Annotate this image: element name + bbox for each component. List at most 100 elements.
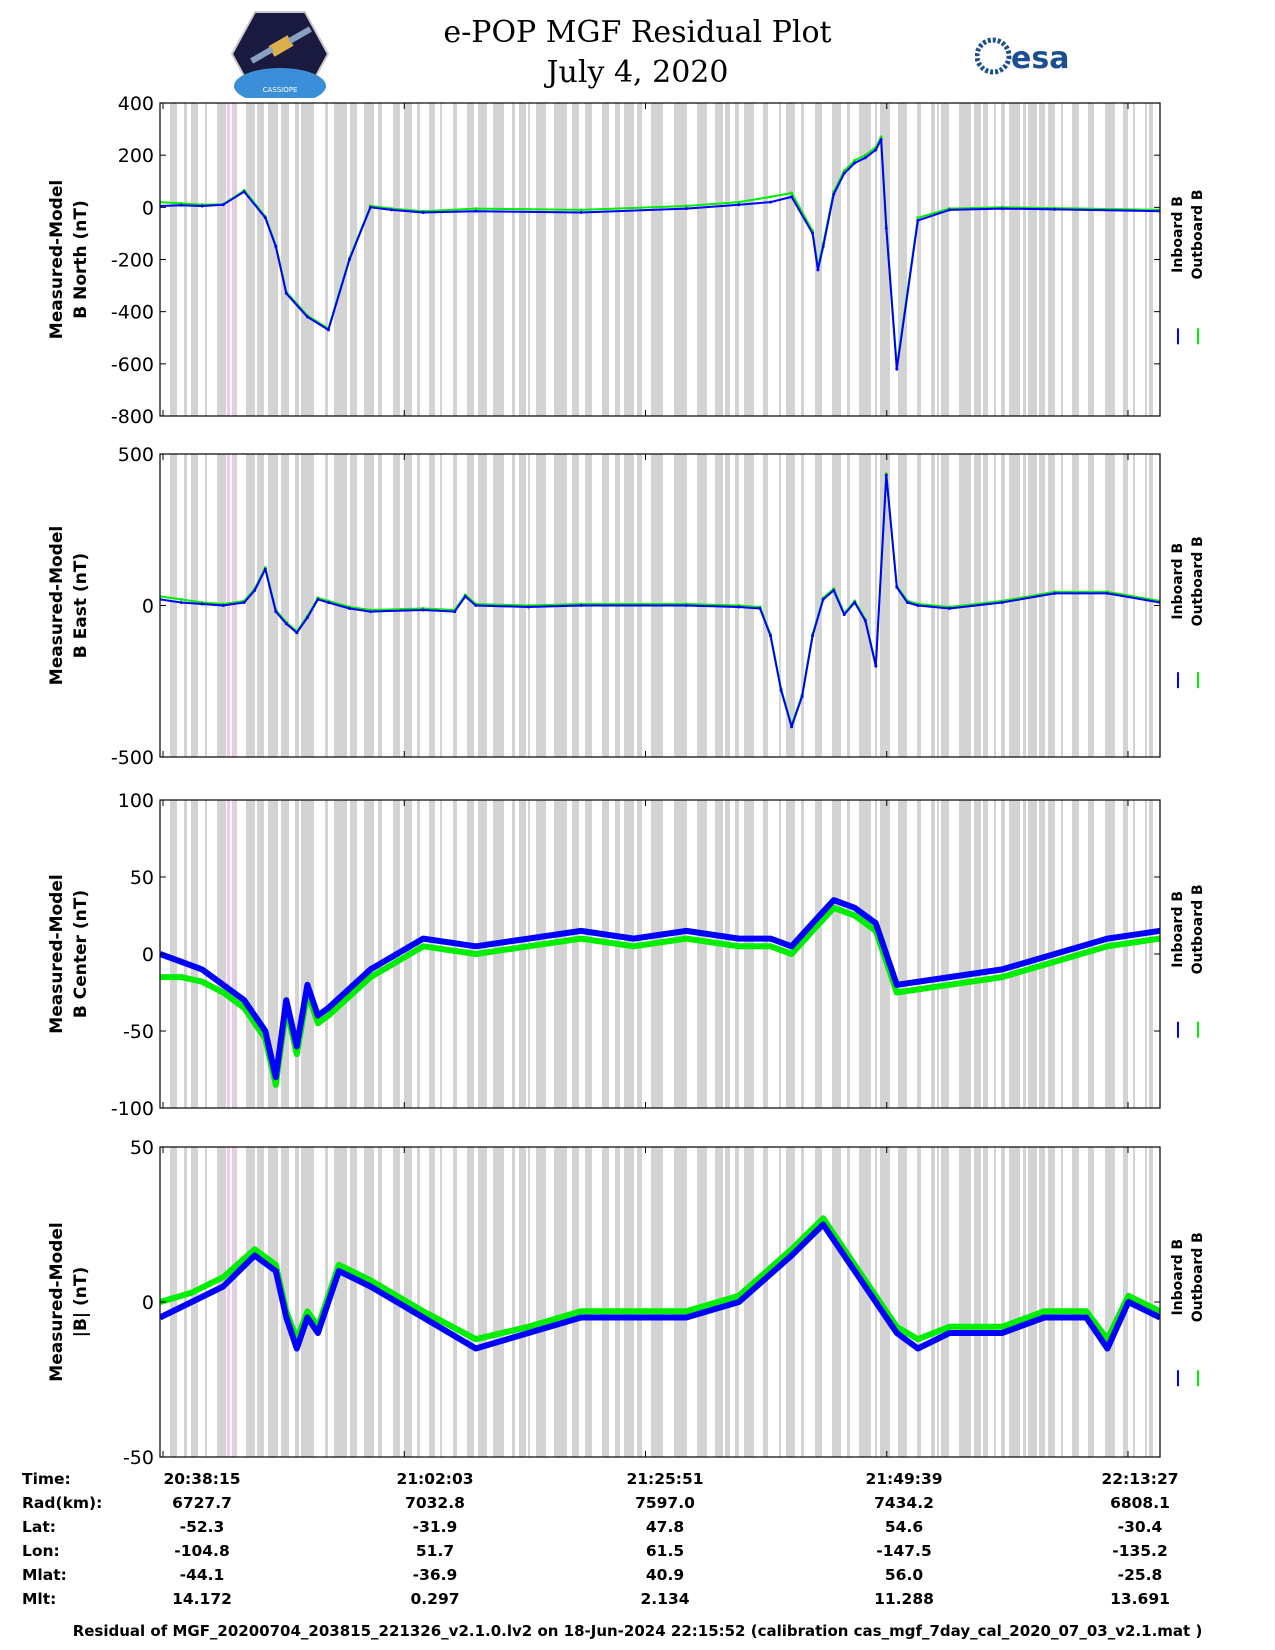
data-point-inboard [821,1223,825,1226]
data-point-inboard [863,156,867,160]
gap-band [937,800,939,1108]
gap-band [467,454,474,757]
data-point-inboard [305,1316,309,1319]
data-point-outboard [684,937,688,941]
gap-band [674,800,687,1108]
data-point-inboard [1000,967,1004,971]
gap-band [847,800,850,1108]
data-point-inboard [579,929,583,933]
data-point-inboard [832,588,836,592]
table-cell: 47.8 [646,1518,684,1536]
data-point-inboard [421,211,425,214]
gap-band [191,103,198,416]
panel-4: 50 0 -50 Measured-Model |B| (nT) Inboard B Out… [47,1137,1206,1469]
gap-band [763,1147,768,1457]
gap-band [440,454,442,757]
data-point-inboard [684,929,688,933]
data-point-inboard [1105,937,1109,941]
gap-band [994,800,996,1108]
y-axis-label: Measured-Model B North (nT) [47,180,91,339]
data-point-outboard [369,975,372,979]
gap-band [536,1147,546,1457]
gap-band [744,103,754,416]
gap-band [301,800,314,1108]
data-point-inboard [1000,601,1004,604]
gap-band [697,800,707,1108]
gap-band [184,454,187,757]
data-point-inboard [948,208,951,212]
gap-band [801,454,804,757]
gap-band [859,800,871,1108]
data-point-inboard [390,208,394,212]
legend: Inboard B Outboard B [1170,189,1206,279]
gap-band [1105,1147,1115,1457]
gap-band [170,800,177,1108]
data-point-inboard [790,725,794,729]
data-point-inboard [579,604,583,607]
gap-band [205,103,207,416]
data-point-outboard [305,1309,309,1313]
data-point-inboard [884,473,888,477]
gap-band [1039,454,1045,757]
data-point-inboard [421,937,425,941]
data-point-inboard [769,937,772,941]
data-point-inboard [811,231,815,235]
data-point-inboard [737,605,741,609]
pink-band [233,103,235,416]
data-point-outboard [879,135,883,139]
data-point-inboard [948,607,951,610]
orbit-info-table: Time: Rad(km): Lat: Lon: Mlat: Mlt: 20:38:15 67… [22,1470,1179,1608]
legend-outboard: Outboard B [1190,884,1206,974]
gap-band [931,800,935,1108]
gap-band [615,103,620,416]
gap-band [941,454,949,757]
data-point-outboard [221,1275,225,1279]
data-point-inboard [916,604,920,607]
table-cell: -44.1 [180,1566,225,1584]
pink-band [227,800,230,1108]
gap-band [554,1147,567,1457]
data-point-inboard [737,1300,741,1304]
data-point-inboard [832,192,836,196]
gap-band [1001,103,1005,416]
gap-band [931,103,935,416]
legend-outboard: Outboard B [1190,1232,1206,1322]
data-point-outboard [474,207,478,211]
legend-inboard: Inboard B [1170,196,1186,273]
gap-band [404,454,412,757]
gap-band [875,454,877,757]
data-point-inboard [474,944,478,948]
gap-band [983,103,988,416]
gap-band [572,800,579,1108]
gap-band [847,1147,850,1457]
table-cell: 20:38:15 [163,1470,240,1488]
gap-band [637,1147,642,1457]
data-point-inboard [284,998,288,1002]
table-cell: 7032.8 [405,1494,465,1512]
gap-band [554,103,567,416]
gap-band [898,800,907,1108]
data-point-inboard [905,601,909,604]
data-point-inboard [832,898,836,902]
gap-band [281,800,289,1108]
table-cell: 22:13:27 [1101,1470,1178,1488]
gap-band [453,103,457,416]
gap-band [1039,1147,1045,1457]
gap-band [880,1147,890,1457]
gap-band [364,800,374,1108]
data-point-inboard [263,216,267,220]
gap-band [512,103,515,416]
data-point-inboard [253,588,257,592]
gap-band [440,800,442,1108]
gap-band [983,454,988,757]
y-tick-label: 200 [118,145,154,167]
data-point-outboard [1000,975,1004,979]
y-axis-label-line1: Measured-Model [47,874,67,1033]
table-row-label: Lat: [22,1518,56,1536]
gap-band [205,1147,207,1457]
gap-band [334,800,347,1108]
data-point-outboard [737,944,741,948]
data-point-inboard [474,1347,478,1350]
data-point-outboard [326,1014,330,1018]
gap-band [246,800,255,1108]
